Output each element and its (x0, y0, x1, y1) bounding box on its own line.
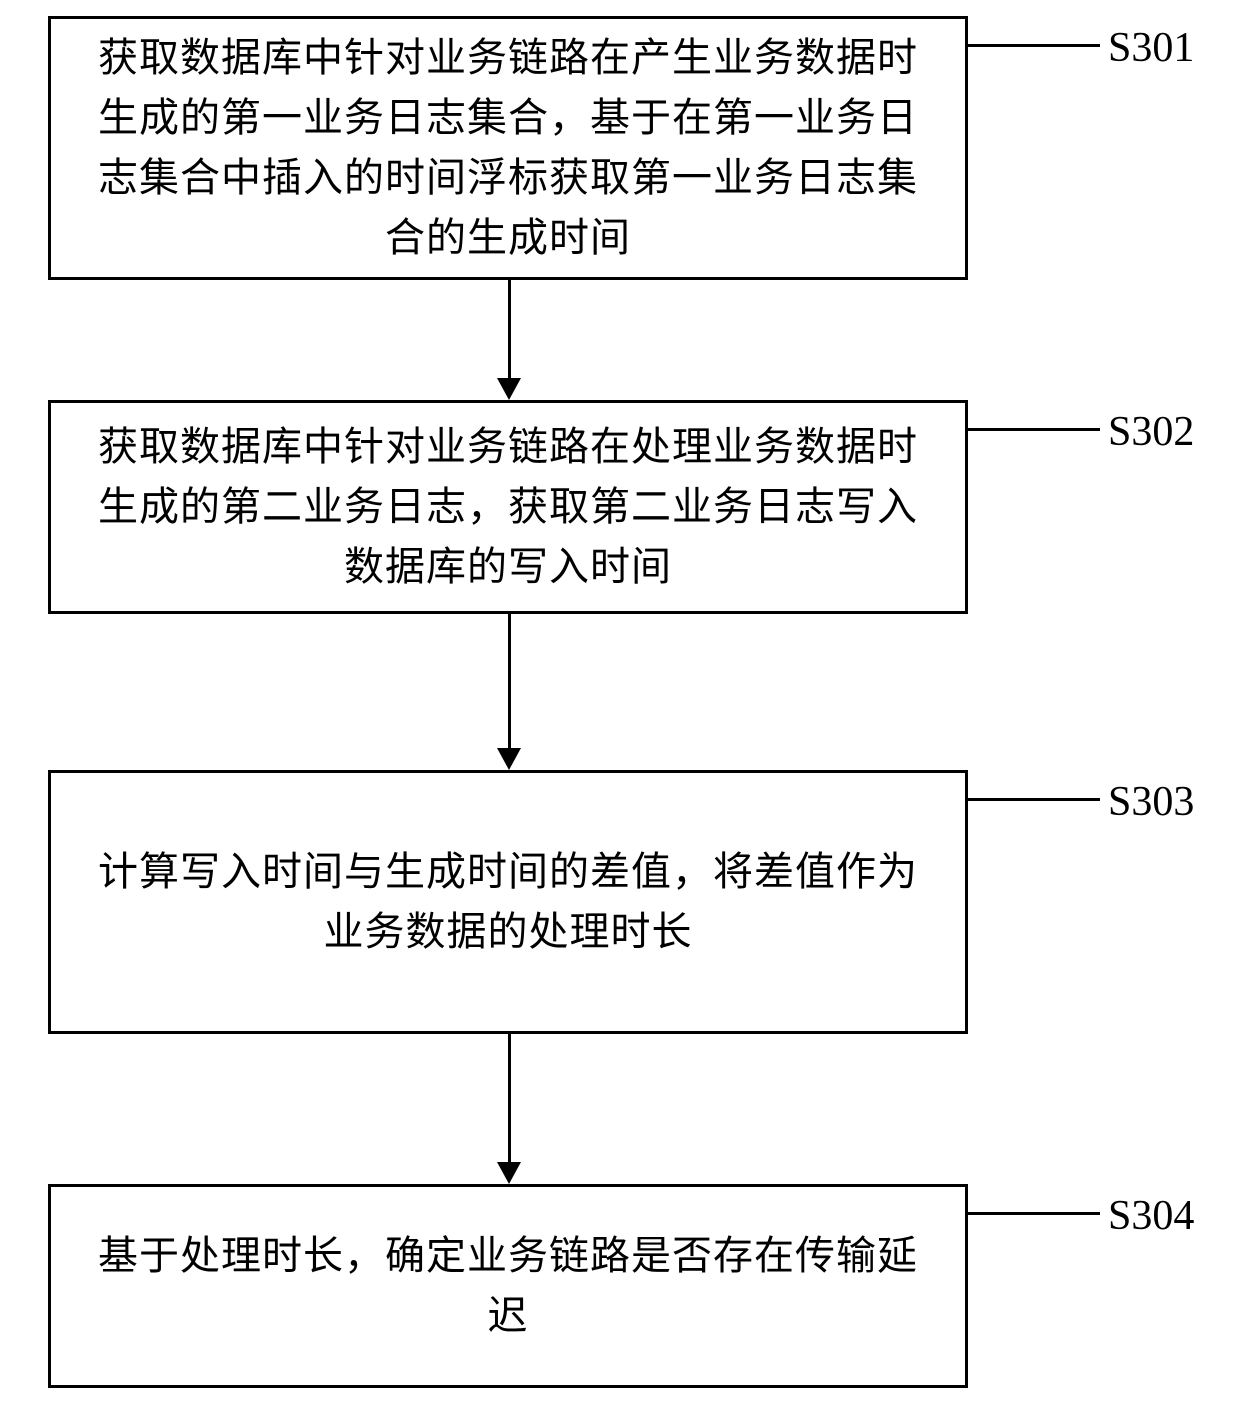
arrow-head-s302-s303 (497, 748, 521, 770)
leader-s301 (968, 44, 1100, 47)
leader-s304 (968, 1212, 1100, 1215)
flowchart-canvas: 获取数据库中针对业务链路在产生业务数据时生成的第一业务日志集合，基于在第一业务日… (0, 0, 1240, 1409)
arrow-s302-s303 (508, 614, 511, 748)
step-label-s304: S304 (1108, 1192, 1194, 1240)
flow-node-s304-text: 基于处理时长，确定业务链路是否存在传输延迟 (81, 1226, 935, 1346)
flow-node-s301: 获取数据库中针对业务链路在产生业务数据时生成的第一业务日志集合，基于在第一业务日… (48, 16, 968, 280)
arrow-head-s303-s304 (497, 1162, 521, 1184)
arrow-s303-s304 (508, 1034, 511, 1162)
arrow-s301-s302 (508, 280, 511, 378)
flow-node-s301-text: 获取数据库中针对业务链路在产生业务数据时生成的第一业务日志集合，基于在第一业务日… (81, 28, 935, 268)
flow-node-s304: 基于处理时长，确定业务链路是否存在传输延迟 (48, 1184, 968, 1388)
leader-s303 (968, 798, 1100, 801)
flow-node-s303-text: 计算写入时间与生成时间的差值，将差值作为业务数据的处理时长 (81, 842, 935, 962)
step-label-s302: S302 (1108, 408, 1194, 456)
step-label-s301: S301 (1108, 24, 1194, 72)
step-label-s303: S303 (1108, 778, 1194, 826)
arrow-head-s301-s302 (497, 378, 521, 400)
flow-node-s302-text: 获取数据库中针对业务链路在处理业务数据时生成的第二业务日志，获取第二业务日志写入… (81, 417, 935, 597)
flow-node-s303: 计算写入时间与生成时间的差值，将差值作为业务数据的处理时长 (48, 770, 968, 1034)
flow-node-s302: 获取数据库中针对业务链路在处理业务数据时生成的第二业务日志，获取第二业务日志写入… (48, 400, 968, 614)
leader-s302 (968, 428, 1100, 431)
